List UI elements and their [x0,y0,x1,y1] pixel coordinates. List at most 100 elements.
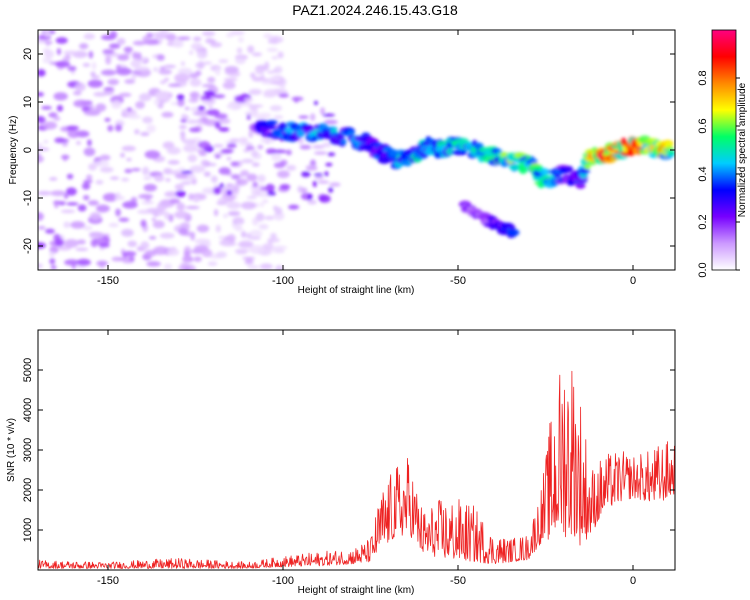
heatmap-cell [66,125,80,131]
heatmap-cell [305,166,318,171]
heatmap-cell [124,51,132,55]
heatmap-cell [313,100,319,106]
heatmap-cell [328,187,334,193]
heatmap-cell [196,149,207,153]
snr-y-axis: 1000 2000 3000 4000 5000 [22,358,675,542]
heatmap-cell [163,64,177,69]
heatmap-cell [300,187,308,194]
heatmap-cell [235,178,249,186]
heatmap-cell [216,251,228,259]
heatmap-cell [197,105,206,111]
heatmap-cell [263,89,280,97]
heatmap-cell [307,199,317,205]
x-tick-label: 0 [630,275,636,287]
heatmap-cell [298,115,309,119]
heatmap-cell [193,256,202,262]
heatmap-cell [190,91,200,100]
heatmap-cell [208,162,217,167]
heatmap-cell [267,238,274,245]
heatmap-cell [167,159,180,165]
heatmap-cell [103,87,115,91]
y-tick-label: 1000 [22,518,34,542]
heatmap-cell [152,32,168,37]
heatmap-cell [174,73,190,83]
heatmap-cell [96,260,109,267]
heatmap-cell [127,114,142,119]
heatmap-cell [166,146,181,155]
heatmap-cell [99,154,111,161]
heatmap-cell [217,197,227,202]
heatmap-cell [163,263,173,270]
heatmap-cell [174,183,184,191]
heatmap-cell [99,166,114,173]
heatmap-cell [109,30,118,39]
heatmap-cell [159,232,175,239]
heatmap-cell [77,204,87,212]
heatmap-cell [299,144,312,150]
heatmap-cell [159,66,166,70]
heatmap-cell [243,97,254,102]
heatmap-cell [249,229,263,238]
heatmap-cell [122,251,137,257]
heatmap-cell [314,175,324,180]
y-tick-label: 3000 [22,438,34,462]
heatmap-cell [202,61,213,65]
heatmap-cell [38,143,43,147]
heatmap-cell [161,111,174,118]
heatmap-cell [144,150,161,159]
heatmap-cell [178,227,188,236]
heatmap-cell [88,50,94,59]
heatmap-cell [60,209,76,214]
heatmap-cell [148,236,157,240]
heatmap-cell [188,127,201,133]
heatmap-cell [255,70,265,75]
heatmap-cell [255,212,265,222]
heatmap-cell [518,166,528,175]
heatmap-cell [251,162,260,167]
heatmap-cell [272,149,287,154]
heatmap-cell [165,178,171,182]
heatmap-cell [90,71,96,76]
heatmap-cell [215,155,220,159]
heatmap-cell [122,201,138,209]
heatmap-cell [134,66,150,71]
x-tick-label: 0 [630,575,636,587]
heatmap-cell [314,151,328,155]
heatmap-cell [218,167,231,175]
heatmap-cell [152,220,165,229]
heatmap-cell [118,217,130,222]
heatmap-cell [192,111,205,116]
heatmap-cell [63,221,71,229]
heatmap-cell [164,211,170,220]
heatmap-cell [160,200,169,205]
heatmap-cell [193,36,202,42]
heatmap-cell [142,35,150,42]
heatmap-cell [44,40,53,45]
heatmap-cell [266,120,278,126]
x-tick-label: -150 [97,275,119,287]
heatmap-cell [201,83,216,88]
heatmap-cell [115,208,121,217]
heatmap-cell [226,201,241,210]
heatmap-cell [180,132,186,142]
heatmap-cell [322,142,332,148]
colorbar-tick-label: 0.0 [697,262,709,277]
heatmap-cell [211,94,226,99]
colorbar-gradient [711,29,737,271]
heatmap-cell [238,173,246,178]
heatmap-cell [52,200,67,205]
heatmap-cell [235,249,248,255]
heatmap-cell [226,183,234,187]
heatmap-cell [120,152,125,158]
heatmap-x-axis: -150 -100 -50 0 [97,30,636,287]
heatmap-cell [226,156,232,161]
heatmap-cell [183,144,198,153]
heatmap-cell [124,168,133,174]
heatmap-cell [140,219,147,228]
heatmap-cell [118,92,132,98]
heatmap-cell [213,187,222,195]
heatmap-cell [257,144,264,150]
heatmap-cell [56,48,62,55]
heatmap-cell [272,245,284,254]
colorbar-tick-label: 0.6 [697,118,709,133]
